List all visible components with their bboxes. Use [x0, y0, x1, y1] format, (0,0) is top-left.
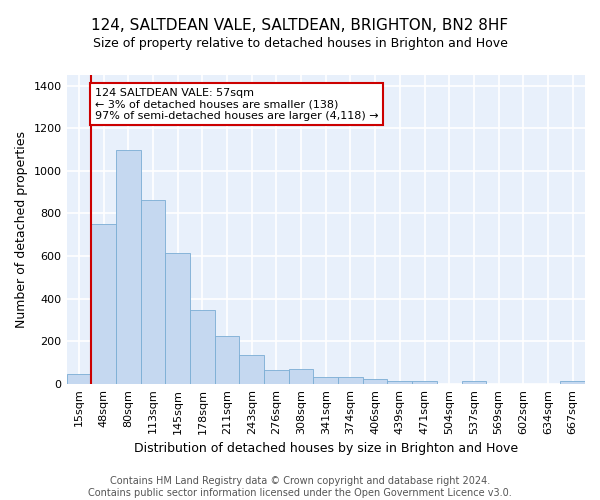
- Bar: [412, 380, 437, 384]
- Bar: [363, 379, 388, 384]
- Text: 124 SALTDEAN VALE: 57sqm
← 3% of detached houses are smaller (138)
97% of semi-d: 124 SALTDEAN VALE: 57sqm ← 3% of detache…: [95, 88, 379, 121]
- Bar: [67, 374, 91, 384]
- Bar: [91, 224, 116, 384]
- Bar: [388, 380, 412, 384]
- Text: Contains HM Land Registry data © Crown copyright and database right 2024.
Contai: Contains HM Land Registry data © Crown c…: [88, 476, 512, 498]
- Text: Size of property relative to detached houses in Brighton and Hove: Size of property relative to detached ho…: [92, 38, 508, 51]
- Bar: [461, 381, 486, 384]
- Bar: [560, 381, 585, 384]
- Y-axis label: Number of detached properties: Number of detached properties: [15, 131, 28, 328]
- Text: 124, SALTDEAN VALE, SALTDEAN, BRIGHTON, BN2 8HF: 124, SALTDEAN VALE, SALTDEAN, BRIGHTON, …: [91, 18, 509, 32]
- Bar: [140, 200, 165, 384]
- Bar: [289, 369, 313, 384]
- Bar: [165, 253, 190, 384]
- Bar: [313, 378, 338, 384]
- Bar: [338, 378, 363, 384]
- Bar: [190, 310, 215, 384]
- Bar: [264, 370, 289, 384]
- X-axis label: Distribution of detached houses by size in Brighton and Hove: Distribution of detached houses by size …: [134, 442, 518, 455]
- Bar: [239, 355, 264, 384]
- Bar: [116, 150, 140, 384]
- Bar: [215, 336, 239, 384]
